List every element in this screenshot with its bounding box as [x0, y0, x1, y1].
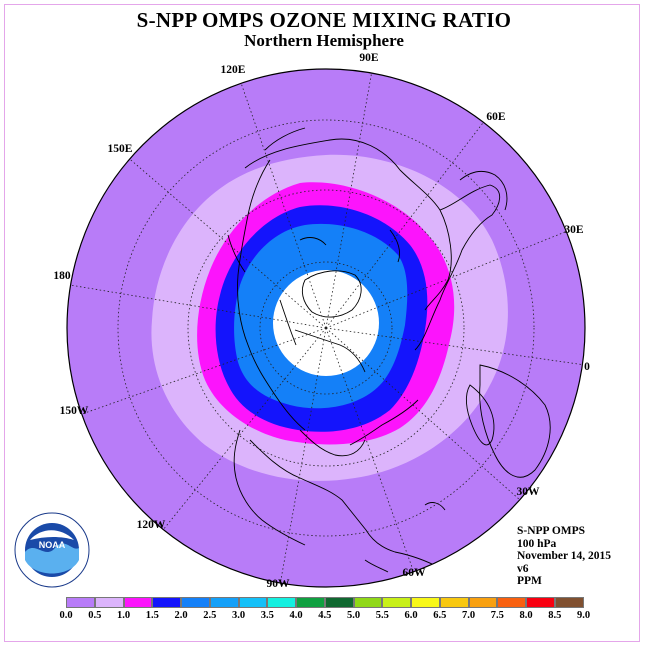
map-disk-group: [67, 69, 585, 587]
colorbar-ticks: 0.0 0.5 1.0 1.5 2.0 2.5 3.0 3.5 4.0 4.5 5.0 5.5 6.0 6…: [0, 610, 648, 626]
map-outline: [66, 68, 586, 588]
graticule: [69, 69, 585, 586]
figure-title: S-NPP OMPS OZONE MIXING RATIO: [136, 8, 512, 32]
lon-label-60w: 60W: [403, 567, 427, 579]
info-instrument: S-NPP OMPS: [517, 525, 586, 537]
lon-label-30e: 30E: [564, 224, 584, 236]
colorbar-segment: [181, 597, 210, 608]
colorbar-tick-label: 4.0: [289, 610, 303, 621]
colorbar-tick-label: 3.5: [260, 610, 274, 621]
colorbar-tick-label: 5.0: [346, 610, 361, 621]
info-version: v6: [517, 562, 529, 575]
colorbar-segment: [526, 597, 555, 608]
colorbar-tick-label: 8.5: [548, 610, 562, 621]
colorbar-tick-label: 1.0: [116, 610, 131, 621]
colorbar-segment: [209, 597, 239, 608]
colorbar-tick-label: 3.0: [231, 610, 246, 621]
colorbar-segment: [497, 597, 526, 608]
colorbar-tick-label: 0.0: [59, 610, 73, 621]
lon-label-150e: 150E: [108, 143, 133, 155]
colorbar-tick-label: 6.0: [404, 610, 418, 621]
colorbar-segment: [324, 597, 354, 608]
lon-label-90e: 90E: [359, 52, 379, 64]
colorbar-segment: [238, 597, 268, 608]
colorbar-segment: [468, 597, 498, 608]
figure-subtitle: Northern Hemisphere: [244, 31, 404, 50]
lon-label-120w: 120W: [137, 519, 166, 531]
colorbar-tick-label: 9.0: [576, 610, 591, 621]
lon-label-0: 0: [584, 361, 590, 373]
colorbar-segment: [554, 597, 584, 608]
colorbar-tick-label: 2.5: [203, 610, 217, 621]
polar-missing-data: [273, 270, 379, 376]
figure-frame: [4, 4, 640, 642]
lon-label-30w: 30W: [517, 486, 541, 498]
lon-label-120e: 120E: [221, 64, 246, 76]
longitude-labels: 90E 60E 30E 0 30W 60W 90W 120W 150W 180 …: [53, 52, 590, 590]
lon-label-90w: 90W: [267, 578, 291, 590]
noaa-logo-text: NOAA: [39, 540, 66, 550]
colorbar-tick-label: 5.5: [375, 610, 389, 621]
colorbar-segment: [94, 597, 124, 608]
info-level: 100 hPa: [517, 537, 557, 550]
colorbar-segment: [296, 597, 325, 608]
colorbar-segment: [123, 597, 153, 608]
lon-label-150w: 150W: [60, 405, 89, 417]
coastlines: [227, 127, 551, 573]
colorbar-segment: [382, 597, 411, 608]
colorbar-tick-label: 8.0: [519, 610, 533, 621]
colorbar-tick-label: 7.0: [461, 610, 476, 621]
lon-label-180: 180: [53, 270, 71, 282]
colorbar-segment: [353, 597, 383, 608]
colorbar: [66, 597, 584, 608]
info-date: November 14, 2015: [517, 550, 612, 563]
colorbar-segment: [152, 597, 181, 608]
colorbar-tick-label: 1.5: [145, 610, 159, 621]
colorbar-segment: [66, 597, 95, 608]
colorbar-segment: [439, 597, 469, 608]
colorbar-tick-label: 2.0: [174, 610, 188, 621]
info-units: PPM: [517, 575, 542, 588]
colorbar-tick-label: 0.5: [88, 610, 102, 621]
lon-label-60e: 60E: [486, 111, 506, 123]
colorbar-segment: [267, 597, 296, 608]
noaa-logo: NOAA: [14, 512, 90, 588]
colorbar-tick-label: 6.5: [433, 610, 447, 621]
colorbar-tick-label: 4.5: [318, 610, 332, 621]
colorbar-tick-label: 7.5: [490, 610, 504, 621]
info-block: S-NPP OMPS 100 hPa November 14, 2015 v6 …: [517, 525, 611, 588]
colorbar-segment: [411, 597, 440, 608]
noaa-bird-icon: [30, 530, 74, 540]
